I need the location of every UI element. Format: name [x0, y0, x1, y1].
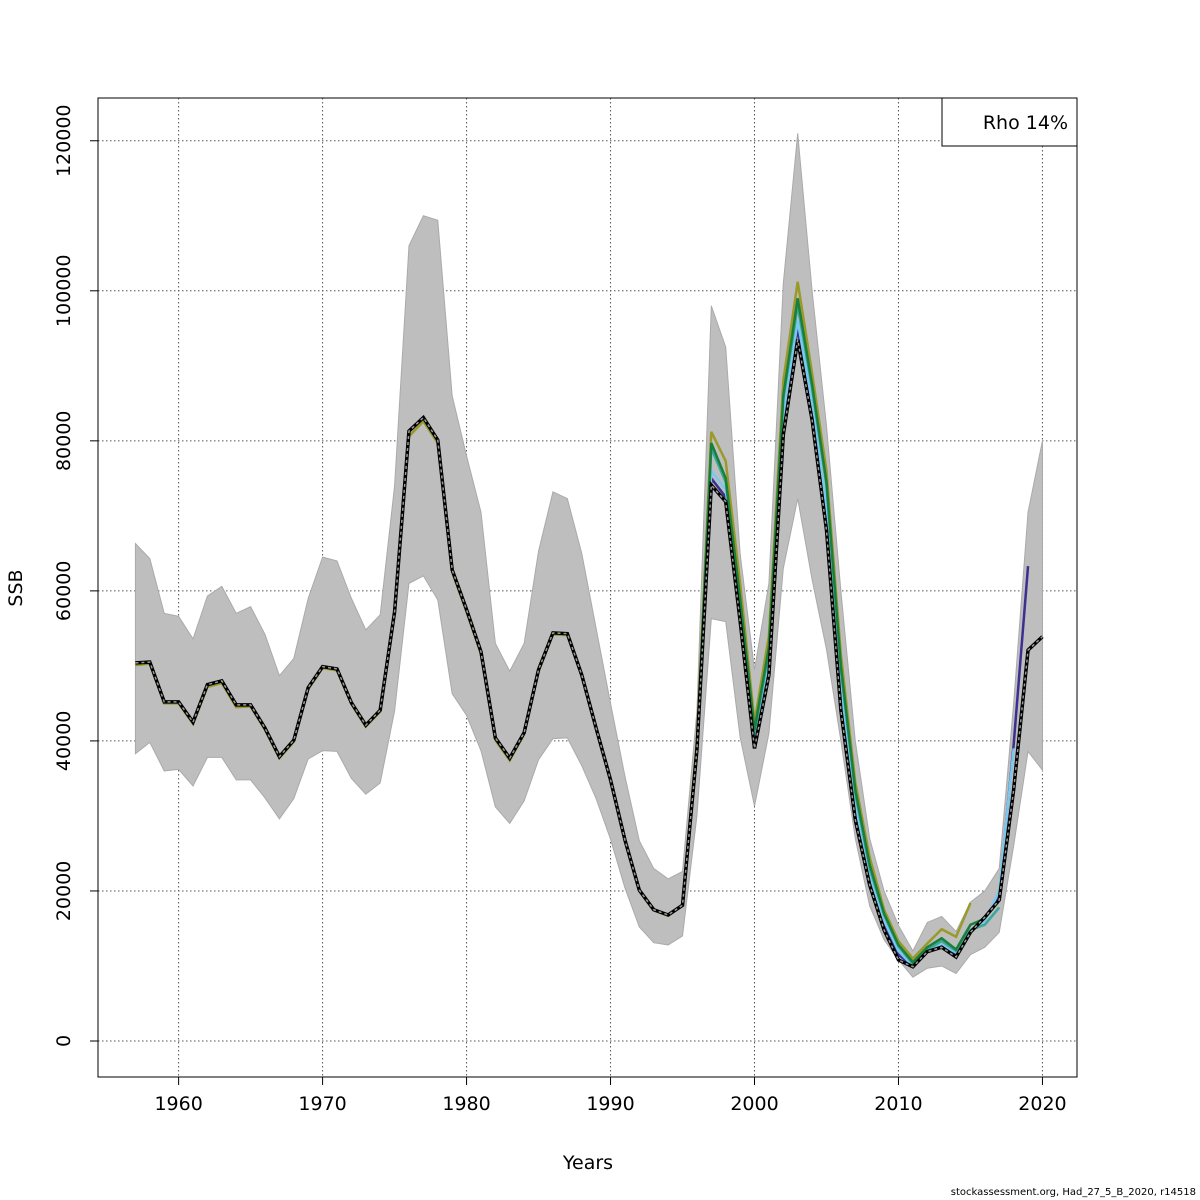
- x-axis-label: Years: [562, 1152, 613, 1174]
- x-tick-label: 2020: [1018, 1093, 1066, 1115]
- x-tick-label: 1990: [586, 1093, 634, 1115]
- footer-credit: stockassessment.org, Had_27_5_B_2020, r1…: [950, 1187, 1196, 1198]
- x-axis: 1960 1970 1980 1990 2000 2010 2020: [154, 1077, 1067, 1115]
- legend-text: Rho 14%: [983, 112, 1068, 134]
- x-tick-label: 2000: [730, 1093, 778, 1115]
- x-tick-label: 1960: [154, 1093, 202, 1115]
- x-tick-label: 2010: [874, 1093, 922, 1115]
- confidence-band-area: [134, 133, 1043, 978]
- confidence-band: [134, 133, 1043, 978]
- plot-frame: [97, 97, 1078, 1078]
- legend-box: [941, 97, 1078, 147]
- series-lines: [135, 281, 1044, 969]
- y-tick-label: 0: [53, 1035, 75, 1047]
- y-tick-label: 120000: [53, 104, 75, 177]
- x-tick-label: 1980: [442, 1093, 490, 1115]
- y-axis: 0 20000 40000 60000 80000 100000 120000: [53, 104, 98, 1047]
- y-tick-label: 20000: [53, 861, 75, 921]
- y-tick-label: 80000: [53, 411, 75, 471]
- y-tick-label: 40000: [53, 711, 75, 771]
- y-tick-label: 100000: [53, 255, 75, 328]
- x-tick-label: 1970: [298, 1093, 346, 1115]
- y-axis-label: SSB: [5, 569, 27, 606]
- y-tick-label: 60000: [53, 561, 75, 621]
- legend: Rho 14%: [941, 97, 1078, 147]
- series-line-final: [135, 339, 1044, 969]
